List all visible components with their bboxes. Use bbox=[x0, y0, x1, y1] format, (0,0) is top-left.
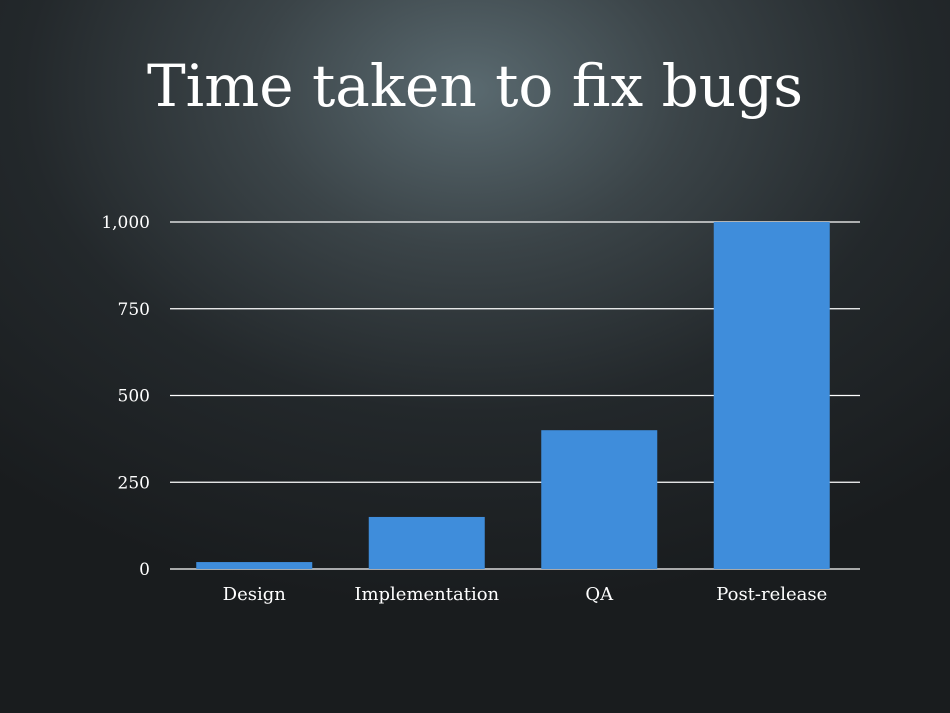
slide-title: Time taken to fix bugs bbox=[146, 52, 803, 120]
y-tick-label: 500 bbox=[118, 387, 150, 407]
y-tick-label: 250 bbox=[118, 473, 150, 493]
bars bbox=[196, 222, 830, 569]
x-axis-categories: Design Implementation QA Post-release bbox=[223, 584, 828, 605]
y-axis-ticks: 0 250 500 750 1,000 bbox=[101, 213, 150, 580]
x-category-label: Design bbox=[223, 584, 287, 605]
y-tick-label: 1,000 bbox=[101, 213, 150, 233]
bar-post-release bbox=[713, 222, 830, 569]
y-tick-label: 750 bbox=[118, 300, 150, 320]
bar-design bbox=[196, 562, 313, 569]
x-category-label: Post-release bbox=[716, 584, 827, 605]
x-category-label: QA bbox=[585, 584, 614, 605]
bar-implementation bbox=[368, 516, 485, 569]
bar-qa bbox=[541, 430, 658, 569]
y-tick-label: 0 bbox=[139, 560, 150, 580]
x-category-label: Implementation bbox=[354, 584, 499, 605]
